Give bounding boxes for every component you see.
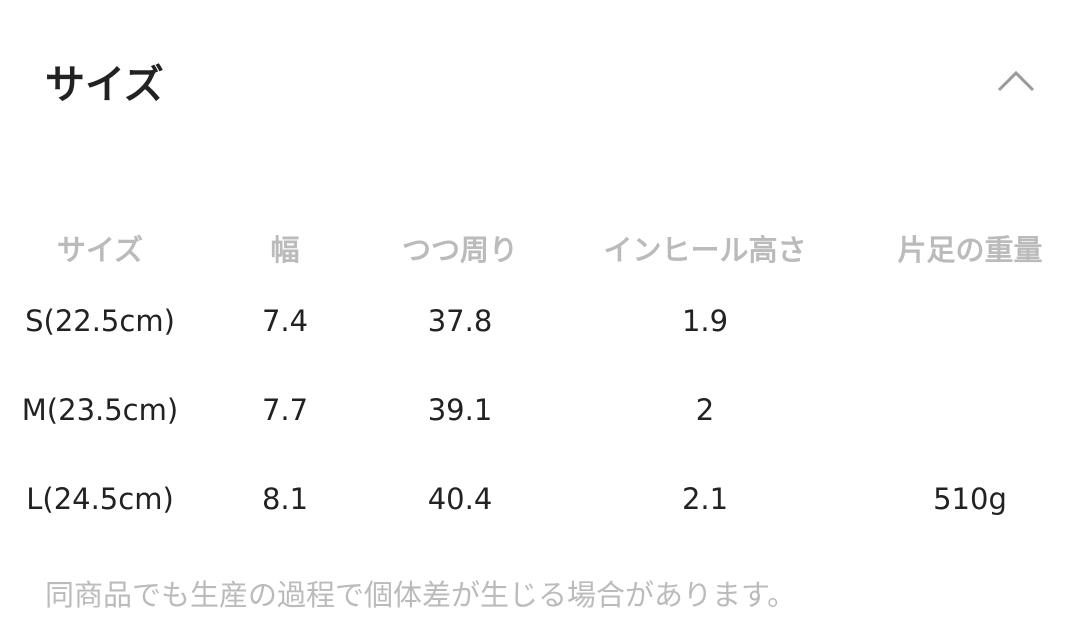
table-row: S(22.5cm) 7.4 37.8 1.9 [0,276,1080,365]
header-cell: 片足の重量 [897,233,1043,267]
table-cell: 7.7 [261,392,309,427]
table-row: L(24.5cm) 8.1 40.4 2.1 510g [0,454,1080,543]
table-cell: L(24.5cm) [26,481,174,516]
header-cell: インヒール高さ [603,233,807,267]
section-title: サイズ [45,62,164,108]
table-cell: 1.9 [681,303,729,338]
table-cell: M(23.5cm) [21,392,179,427]
table-cell: 40.4 [427,481,493,516]
table-cell: 37.8 [427,303,493,338]
table-cell [860,276,1080,365]
chevron-up-icon[interactable] [996,66,1036,96]
table-cell: 7.4 [261,303,309,338]
header-cell: サイズ [56,233,144,267]
header-cell: つつ周り [401,233,518,267]
table-cell: S(22.5cm) [25,303,175,338]
table-cell: 2.1 [681,481,729,516]
size-table: サイズ 幅 つつ周り インヒール高さ 片足の重量 S(22.5cm) 7.4 37.… [0,220,1080,543]
table-cell [860,365,1080,454]
table-header-row: サイズ 幅 つつ周り インヒール高さ 片足の重量 [0,220,1080,276]
table-cell: 510g [933,481,1007,516]
disclaimer-note: 同商品でも生産の過程で個体差が生じる場合があります。 [45,578,797,612]
table-cell: 39.1 [427,392,493,427]
table-cell: 8.1 [261,481,309,516]
table-row: M(23.5cm) 7.7 39.1 2 [0,365,1080,454]
table-cell: 2 [695,392,715,427]
header-cell: 幅 [270,233,300,267]
